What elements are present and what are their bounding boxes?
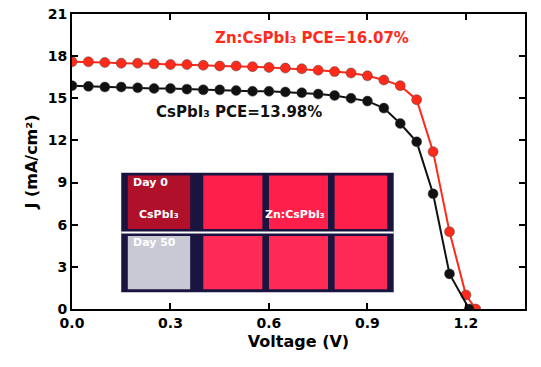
svg-text:21: 21 bbox=[48, 6, 67, 22]
svg-text:1.2: 1.2 bbox=[454, 315, 479, 331]
svg-text:CsPbI₃ PCE=13.98%: CsPbI₃ PCE=13.98% bbox=[156, 103, 322, 121]
svg-text:J (mA/cm²): J (mA/cm²) bbox=[22, 114, 41, 209]
svg-text:0.6: 0.6 bbox=[257, 315, 282, 331]
svg-text:Day 0: Day 0 bbox=[133, 176, 168, 189]
svg-text:CsPbI₃: CsPbI₃ bbox=[139, 208, 179, 221]
svg-text:15: 15 bbox=[48, 90, 67, 106]
svg-text:12: 12 bbox=[48, 132, 67, 148]
svg-text:Day 50: Day 50 bbox=[133, 236, 176, 249]
svg-text:0.0: 0.0 bbox=[60, 315, 85, 331]
svg-text:Voltage (V): Voltage (V) bbox=[248, 332, 349, 351]
svg-text:18: 18 bbox=[48, 48, 67, 64]
svg-text:Zn:CsPbI₃ PCE=16.07%: Zn:CsPbI₃ PCE=16.07% bbox=[215, 29, 409, 47]
svg-text:0.9: 0.9 bbox=[355, 315, 380, 331]
svg-text:0: 0 bbox=[57, 301, 67, 317]
svg-text:0.3: 0.3 bbox=[158, 315, 183, 331]
svg-text:9: 9 bbox=[57, 174, 67, 190]
svg-text:6: 6 bbox=[57, 217, 67, 233]
svg-text:Zn:CsPbI₃: Zn:CsPbI₃ bbox=[265, 208, 325, 221]
svg-text:3: 3 bbox=[57, 259, 67, 275]
